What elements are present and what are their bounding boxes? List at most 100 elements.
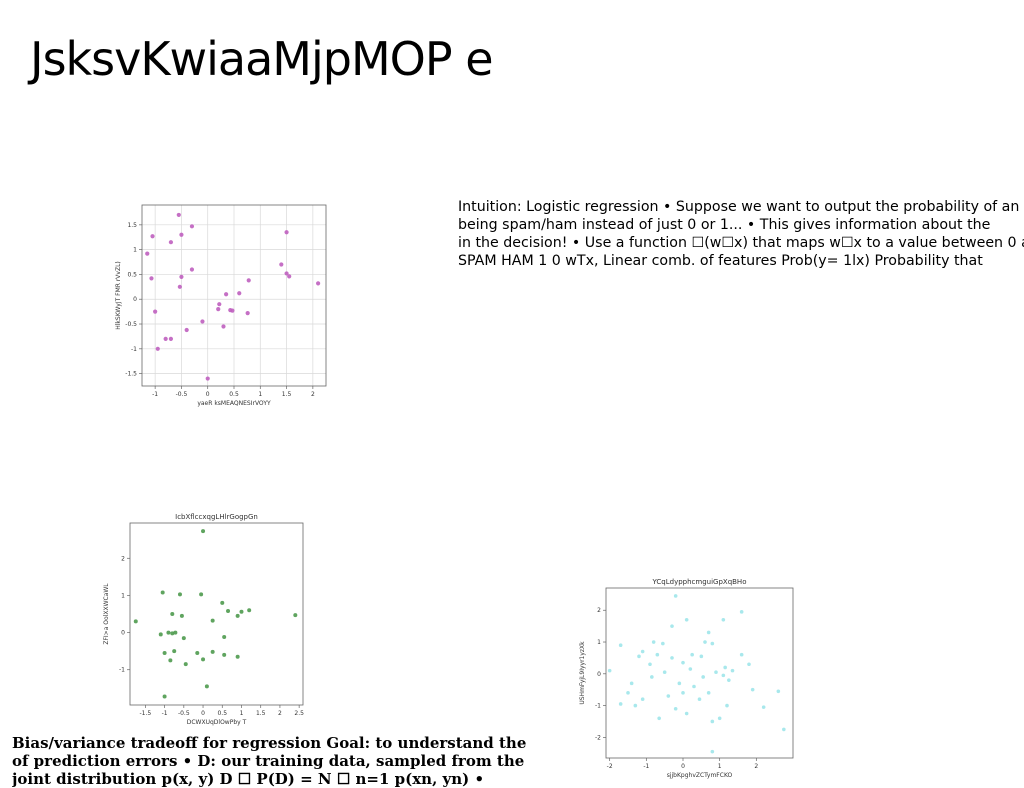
- y-tick-label: -2: [595, 734, 601, 741]
- scatter-point: [618, 643, 623, 647]
- scatter-point: [750, 687, 755, 692]
- scatter-point: [316, 281, 321, 286]
- x-tick-label: 0: [201, 710, 205, 717]
- y-tick-label: -1.5: [125, 371, 137, 378]
- x-axis-label: yaeR ksMEAQNESIrVOYY: [197, 400, 271, 407]
- scatter-point: [179, 232, 184, 237]
- y-tick-label: -1: [119, 667, 125, 674]
- y-tick-label: -0.5: [125, 321, 137, 328]
- scatter-point: [201, 529, 206, 534]
- scatter-point: [168, 240, 174, 245]
- plot-frame: [605, 587, 794, 759]
- scatter-point: [684, 617, 689, 622]
- scatter-point: [177, 592, 182, 597]
- scatter-point: [287, 274, 292, 279]
- y-axis-label: USHmFyjL9Iyyr1yzXk: [579, 641, 586, 705]
- scatter-point: [776, 689, 781, 694]
- scatter-point: [688, 667, 693, 671]
- paragraph-line: being spam/ham instead of just 0 or 1...…: [458, 217, 991, 233]
- y-tick-label: 0: [597, 671, 601, 678]
- scatter-point: [651, 640, 656, 644]
- scatter-point: [640, 697, 645, 702]
- scatter-point: [717, 716, 722, 721]
- scatter-point: [670, 656, 674, 660]
- x-axis-label: DCWXUqDlOwPby T: [187, 719, 247, 726]
- scatter-point: [153, 309, 158, 314]
- scatter-point: [217, 302, 222, 307]
- scatter-point: [163, 336, 168, 341]
- chart-title: YCqLdypphcmguiGpXqBHo: [652, 578, 747, 586]
- scatter-point: [648, 662, 652, 667]
- scatter-point: [714, 670, 718, 675]
- scatter-point: [670, 624, 674, 628]
- scatter-point: [657, 716, 661, 721]
- scatter-point: [216, 307, 221, 312]
- scatter-point: [221, 324, 226, 329]
- x-tick-label: 1.5: [256, 710, 266, 717]
- scatter-point: [727, 678, 731, 682]
- scatter-point: [195, 651, 200, 655]
- scatter-point: [293, 613, 298, 618]
- y-tick-label: 1: [597, 639, 601, 646]
- scatter-point: [220, 600, 225, 605]
- scatter-point: [172, 649, 177, 654]
- bottom-line: Bias/variance tradeoff for regression Go…: [12, 734, 527, 752]
- y-tick-label: 1.5: [127, 222, 137, 229]
- x-tick-label: 1.5: [282, 391, 292, 398]
- scatter-point: [235, 654, 240, 659]
- scatter-point: [210, 649, 215, 654]
- scatter-point: [673, 706, 678, 711]
- scatter-point: [247, 608, 252, 613]
- scatter-point: [284, 271, 289, 276]
- scatter-point: [145, 251, 150, 256]
- scatter-point: [166, 630, 171, 635]
- scatter-point: [699, 654, 704, 659]
- scatter-point: [626, 691, 630, 695]
- scatter-point: [170, 631, 175, 636]
- scatter-point: [173, 630, 178, 635]
- scatter-point: [246, 278, 251, 283]
- scatter-point: [133, 619, 138, 624]
- scatter-point: [168, 336, 174, 341]
- y-axis-label: HlkSKWyJT FMR rVvZL): [115, 261, 122, 330]
- scatter-point: [224, 292, 229, 297]
- x-tick-label: -1: [643, 763, 649, 770]
- x-tick-label: 2: [754, 763, 758, 770]
- plot-frame: [129, 522, 304, 706]
- scatter-point: [681, 660, 685, 665]
- x-tick-label: 0.5: [229, 391, 239, 398]
- x-tick-label: 1: [258, 391, 262, 398]
- bottom-line: joint distribution p(x, y) D ☐ P(D) = N …: [12, 770, 485, 788]
- scatter-point: [650, 675, 654, 679]
- scatter-point: [226, 609, 231, 614]
- y-tick-label: -1: [131, 346, 137, 353]
- scatter-point: [730, 668, 735, 673]
- scatter-chart-green: -1.5 -1 -0.5 0 0.5 1 1.5 2 2.5 -1 0 1 2 IcbXflccxqgLH…: [103, 513, 304, 726]
- scatter-point: [279, 262, 284, 267]
- scatter-point: [149, 276, 154, 281]
- scatter-point: [230, 308, 235, 313]
- scatter-point: [245, 311, 250, 316]
- x-axis-label: sjjbKpghvZCTymFCKO: [667, 772, 733, 779]
- scatter-point: [184, 327, 189, 333]
- x-tick-label: -0.5: [176, 391, 188, 398]
- x-tick-label: 2.5: [294, 710, 304, 717]
- scatter-point: [677, 681, 682, 686]
- scatter-point: [710, 719, 715, 724]
- scatter-chart-purple: -1 -0.5 0 0.5 1 1.5 2 -1.5 -1 -0.5 0 0.5 1 1.5 yaeR ks…: [115, 204, 327, 407]
- bottom-line: of prediction errors • D: our training d…: [12, 752, 525, 770]
- scatter-point: [200, 319, 205, 324]
- x-tick-label: 0.5: [217, 710, 227, 717]
- y-axis-label: ZFI>a OolXXWCaWL: [103, 583, 110, 645]
- scatter-point: [723, 665, 727, 670]
- scatter-point: [684, 711, 689, 716]
- y-tick-label: 1: [133, 247, 137, 254]
- x-tick-label: -0.5: [178, 710, 190, 717]
- scatter-point: [637, 654, 641, 659]
- scatter-point: [681, 691, 685, 695]
- scatter-point: [150, 234, 155, 239]
- scatter-point: [618, 702, 623, 706]
- scatter-point: [162, 651, 167, 655]
- scatter-point: [222, 652, 227, 657]
- scatter-point: [747, 662, 751, 667]
